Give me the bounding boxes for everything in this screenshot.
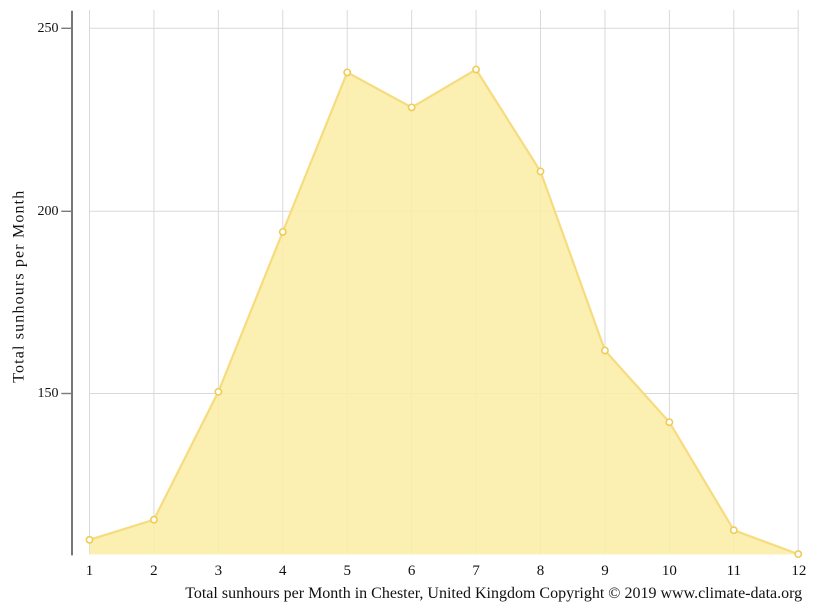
svg-text:150: 150: [38, 386, 59, 401]
svg-text:3: 3: [215, 563, 223, 579]
svg-text:9: 9: [601, 563, 609, 579]
svg-text:250: 250: [38, 21, 59, 36]
svg-text:6: 6: [408, 563, 416, 579]
svg-text:2: 2: [150, 563, 158, 579]
svg-text:Total sunhours per Month in Ch: Total sunhours per Month in Chester, Uni…: [185, 585, 802, 602]
svg-text:4: 4: [279, 563, 287, 579]
svg-text:8: 8: [537, 563, 545, 579]
svg-text:12: 12: [791, 563, 806, 579]
svg-text:1: 1: [86, 563, 94, 579]
svg-text:10: 10: [662, 563, 677, 579]
svg-text:Total sunhours per Month: Total sunhours per Month: [11, 190, 28, 383]
svg-text:5: 5: [343, 563, 351, 579]
svg-text:11: 11: [727, 563, 741, 579]
svg-text:7: 7: [472, 563, 480, 579]
svg-text:200: 200: [38, 204, 59, 219]
